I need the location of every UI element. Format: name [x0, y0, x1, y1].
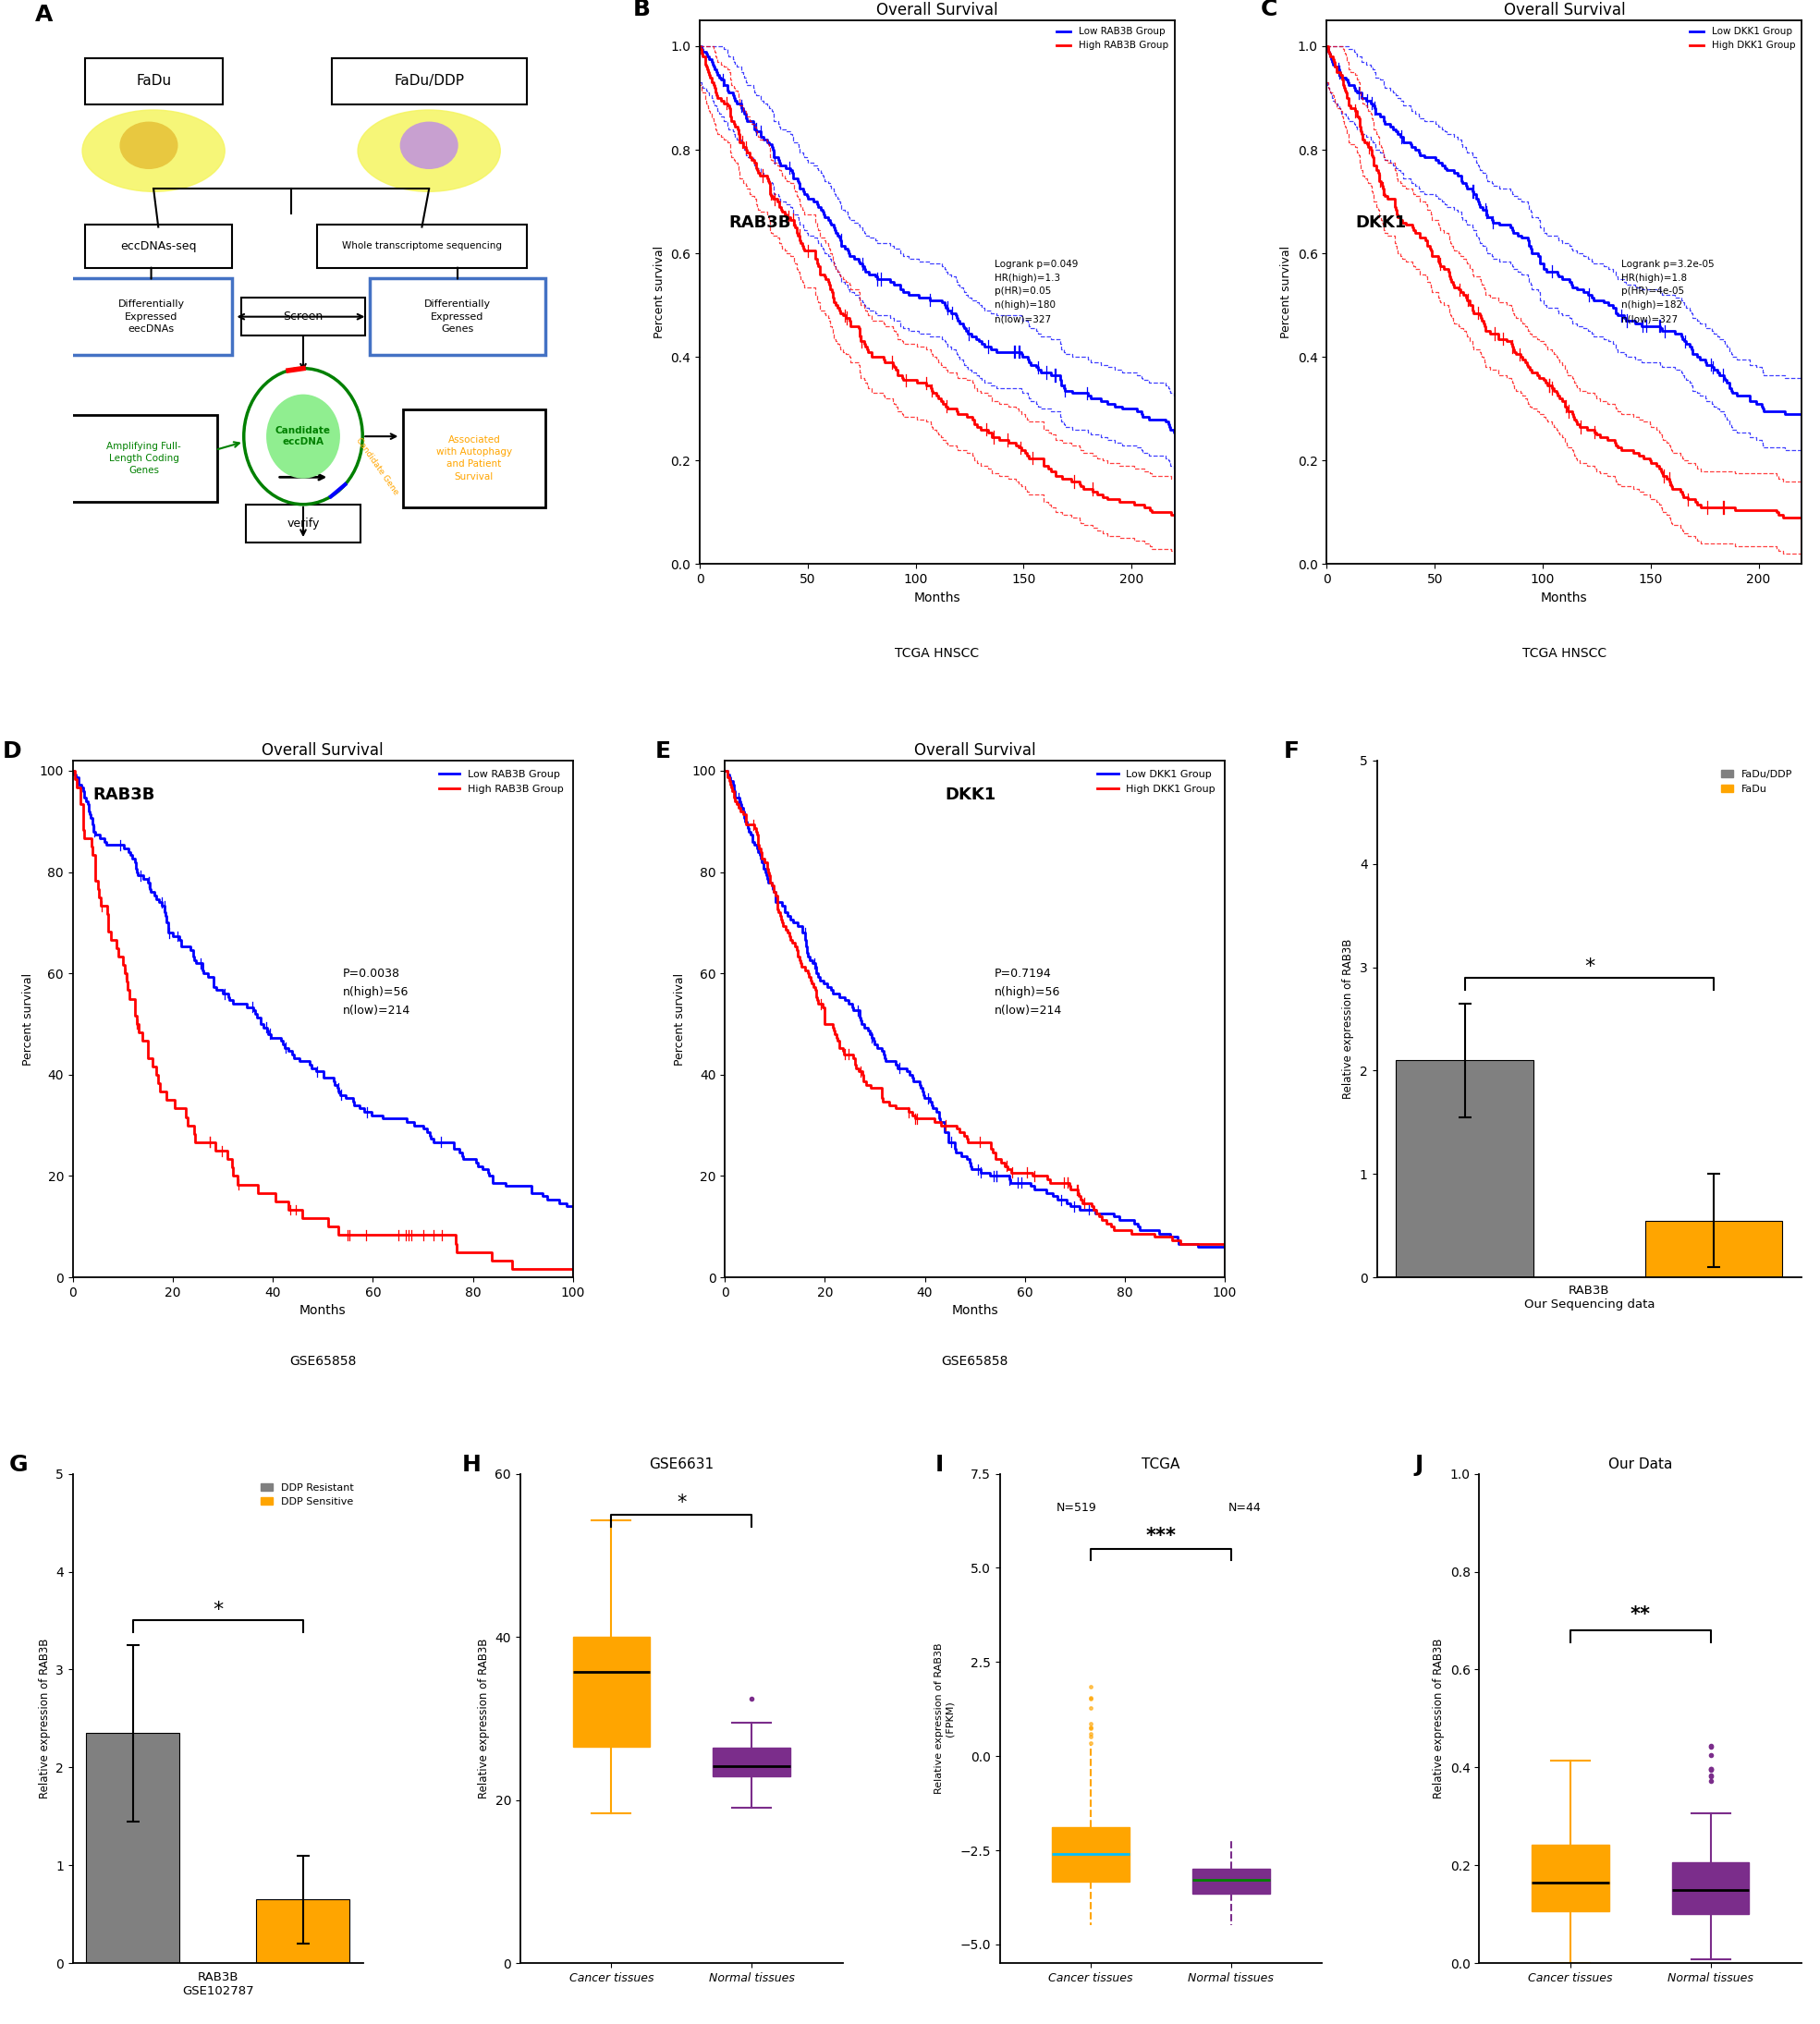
Text: Amplifying Full-
Length Coding
Genes: Amplifying Full- Length Coding Genes — [107, 441, 182, 476]
X-axis label: RAB3B
Our Sequencing data: RAB3B Our Sequencing data — [1523, 1285, 1654, 1312]
Y-axis label: Relative expression of RAB3B: Relative expression of RAB3B — [1432, 1637, 1445, 1799]
FancyBboxPatch shape — [246, 504, 360, 542]
Text: H: H — [462, 1453, 482, 1475]
PathPatch shape — [1192, 1868, 1270, 1894]
Text: *: * — [213, 1601, 224, 1619]
Text: Candidate Gene: Candidate Gene — [353, 437, 400, 496]
Text: RAB3B: RAB3B — [728, 215, 790, 231]
Text: FaDu/DDP: FaDu/DDP — [393, 75, 464, 89]
Text: GSE65858: GSE65858 — [941, 1354, 1008, 1368]
Text: Associated
with Autophagy
and Patient
Survival: Associated with Autophagy and Patient Su… — [437, 435, 511, 482]
FancyBboxPatch shape — [242, 298, 366, 336]
Text: verify: verify — [288, 518, 320, 530]
Text: N=44: N=44 — [1228, 1502, 1261, 1514]
Text: B: B — [633, 0, 652, 20]
Legend: FaDu/DDP, FaDu: FaDu/DDP, FaDu — [1716, 765, 1796, 797]
Legend: DDP Resistant, DDP Sensitive: DDP Resistant, DDP Sensitive — [257, 1480, 359, 1510]
X-axis label: Months: Months — [1542, 591, 1587, 605]
Text: Whole transcriptome sequencing: Whole transcriptome sequencing — [342, 241, 502, 251]
Text: F: F — [1283, 741, 1299, 763]
FancyBboxPatch shape — [317, 225, 526, 267]
FancyBboxPatch shape — [86, 225, 231, 267]
PathPatch shape — [1532, 1844, 1609, 1911]
Text: C: C — [1259, 0, 1278, 20]
Text: I: I — [935, 1453, 945, 1475]
Text: Candidate
eccDNA: Candidate eccDNA — [275, 427, 331, 447]
X-axis label: Months: Months — [914, 591, 961, 605]
Text: Logrank p=0.049
HR(high)=1.3
p(HR)=0.05
n(high)=180
n(low)=327: Logrank p=0.049 HR(high)=1.3 p(HR)=0.05 … — [994, 259, 1077, 324]
Title: Overall Survival: Overall Survival — [1503, 2, 1625, 18]
Ellipse shape — [359, 109, 500, 192]
Y-axis label: Relative expression of RAB3B: Relative expression of RAB3B — [1343, 939, 1354, 1099]
FancyBboxPatch shape — [369, 279, 546, 354]
FancyBboxPatch shape — [331, 59, 526, 105]
Bar — [1645, 1220, 1782, 1277]
Ellipse shape — [120, 121, 177, 168]
Y-axis label: Relative expression of RAB3B
(FPKM): Relative expression of RAB3B (FPKM) — [935, 1643, 956, 1793]
Title: TCGA: TCGA — [1141, 1457, 1179, 1471]
FancyBboxPatch shape — [71, 415, 218, 502]
FancyBboxPatch shape — [402, 409, 546, 508]
Text: DKK1: DKK1 — [1356, 215, 1407, 231]
Text: GSE65858: GSE65858 — [289, 1354, 357, 1368]
Text: TCGA HNSCC: TCGA HNSCC — [1522, 646, 1607, 660]
Legend: Low DKK1 Group, High DKK1 Group: Low DKK1 Group, High DKK1 Group — [1094, 765, 1219, 797]
Text: **: ** — [1631, 1605, 1651, 1625]
Text: P=0.0038
n(high)=56
n(low)=214: P=0.0038 n(high)=56 n(low)=214 — [342, 967, 411, 1016]
Y-axis label: Percent survival: Percent survival — [653, 247, 666, 338]
Text: Screen: Screen — [284, 312, 324, 322]
Text: J: J — [1414, 1453, 1423, 1475]
Text: *: * — [1583, 957, 1594, 976]
Text: D: D — [4, 741, 22, 763]
Text: E: E — [655, 741, 670, 763]
Text: FaDu: FaDu — [136, 75, 171, 89]
Y-axis label: Percent survival: Percent survival — [1279, 247, 1292, 338]
Text: Logrank p=3.2e-05
HR(high)=1.8
p(HR)=4e-05
n(high)=182
n(low)=327: Logrank p=3.2e-05 HR(high)=1.8 p(HR)=4e-… — [1622, 259, 1714, 324]
PathPatch shape — [713, 1749, 790, 1777]
FancyBboxPatch shape — [71, 279, 231, 354]
PathPatch shape — [573, 1637, 650, 1747]
FancyBboxPatch shape — [86, 59, 222, 105]
PathPatch shape — [1673, 1862, 1749, 1915]
Text: A: A — [35, 4, 53, 26]
Text: Differentially
Expressed
eecDNAs: Differentially Expressed eecDNAs — [118, 300, 184, 334]
Y-axis label: Percent survival: Percent survival — [673, 974, 686, 1065]
Title: Overall Survival: Overall Survival — [914, 743, 1036, 759]
Text: DKK1: DKK1 — [945, 787, 996, 804]
Y-axis label: Percent survival: Percent survival — [22, 974, 35, 1065]
Y-axis label: Relative expression of RAB3B: Relative expression of RAB3B — [38, 1637, 51, 1799]
X-axis label: Months: Months — [300, 1303, 346, 1318]
Legend: Low RAB3B Group, High RAB3B Group: Low RAB3B Group, High RAB3B Group — [435, 765, 568, 797]
Text: RAB3B: RAB3B — [93, 787, 155, 804]
Legend: Low RAB3B Group, High RAB3B Group: Low RAB3B Group, High RAB3B Group — [1052, 22, 1172, 55]
Text: N=519: N=519 — [1057, 1502, 1097, 1514]
Text: Differentially
Expressed
Genes: Differentially Expressed Genes — [424, 300, 491, 334]
Ellipse shape — [82, 109, 226, 192]
Text: eccDNAs-seq: eccDNAs-seq — [120, 241, 197, 253]
Bar — [1396, 1061, 1532, 1277]
PathPatch shape — [1052, 1828, 1130, 1882]
Ellipse shape — [400, 121, 457, 168]
Circle shape — [268, 395, 339, 478]
Text: ***: *** — [1147, 1526, 1176, 1544]
X-axis label: Months: Months — [952, 1303, 997, 1318]
Y-axis label: Relative expression of RAB3B: Relative expression of RAB3B — [477, 1637, 490, 1799]
Title: Overall Survival: Overall Survival — [262, 743, 384, 759]
Legend: Low DKK1 Group, High DKK1 Group: Low DKK1 Group, High DKK1 Group — [1685, 22, 1798, 55]
Text: *: * — [677, 1494, 686, 1512]
Text: P=0.7194
n(high)=56
n(low)=214: P=0.7194 n(high)=56 n(low)=214 — [996, 967, 1063, 1016]
Text: G: G — [9, 1453, 27, 1475]
X-axis label: RAB3B
GSE102787: RAB3B GSE102787 — [182, 1971, 253, 1998]
Title: GSE6631: GSE6631 — [650, 1457, 713, 1471]
Bar — [257, 1901, 349, 1963]
Bar — [86, 1733, 180, 1963]
Title: Our Data: Our Data — [1609, 1457, 1673, 1471]
Text: TCGA HNSCC: TCGA HNSCC — [895, 646, 979, 660]
Title: Overall Survival: Overall Survival — [877, 2, 997, 18]
